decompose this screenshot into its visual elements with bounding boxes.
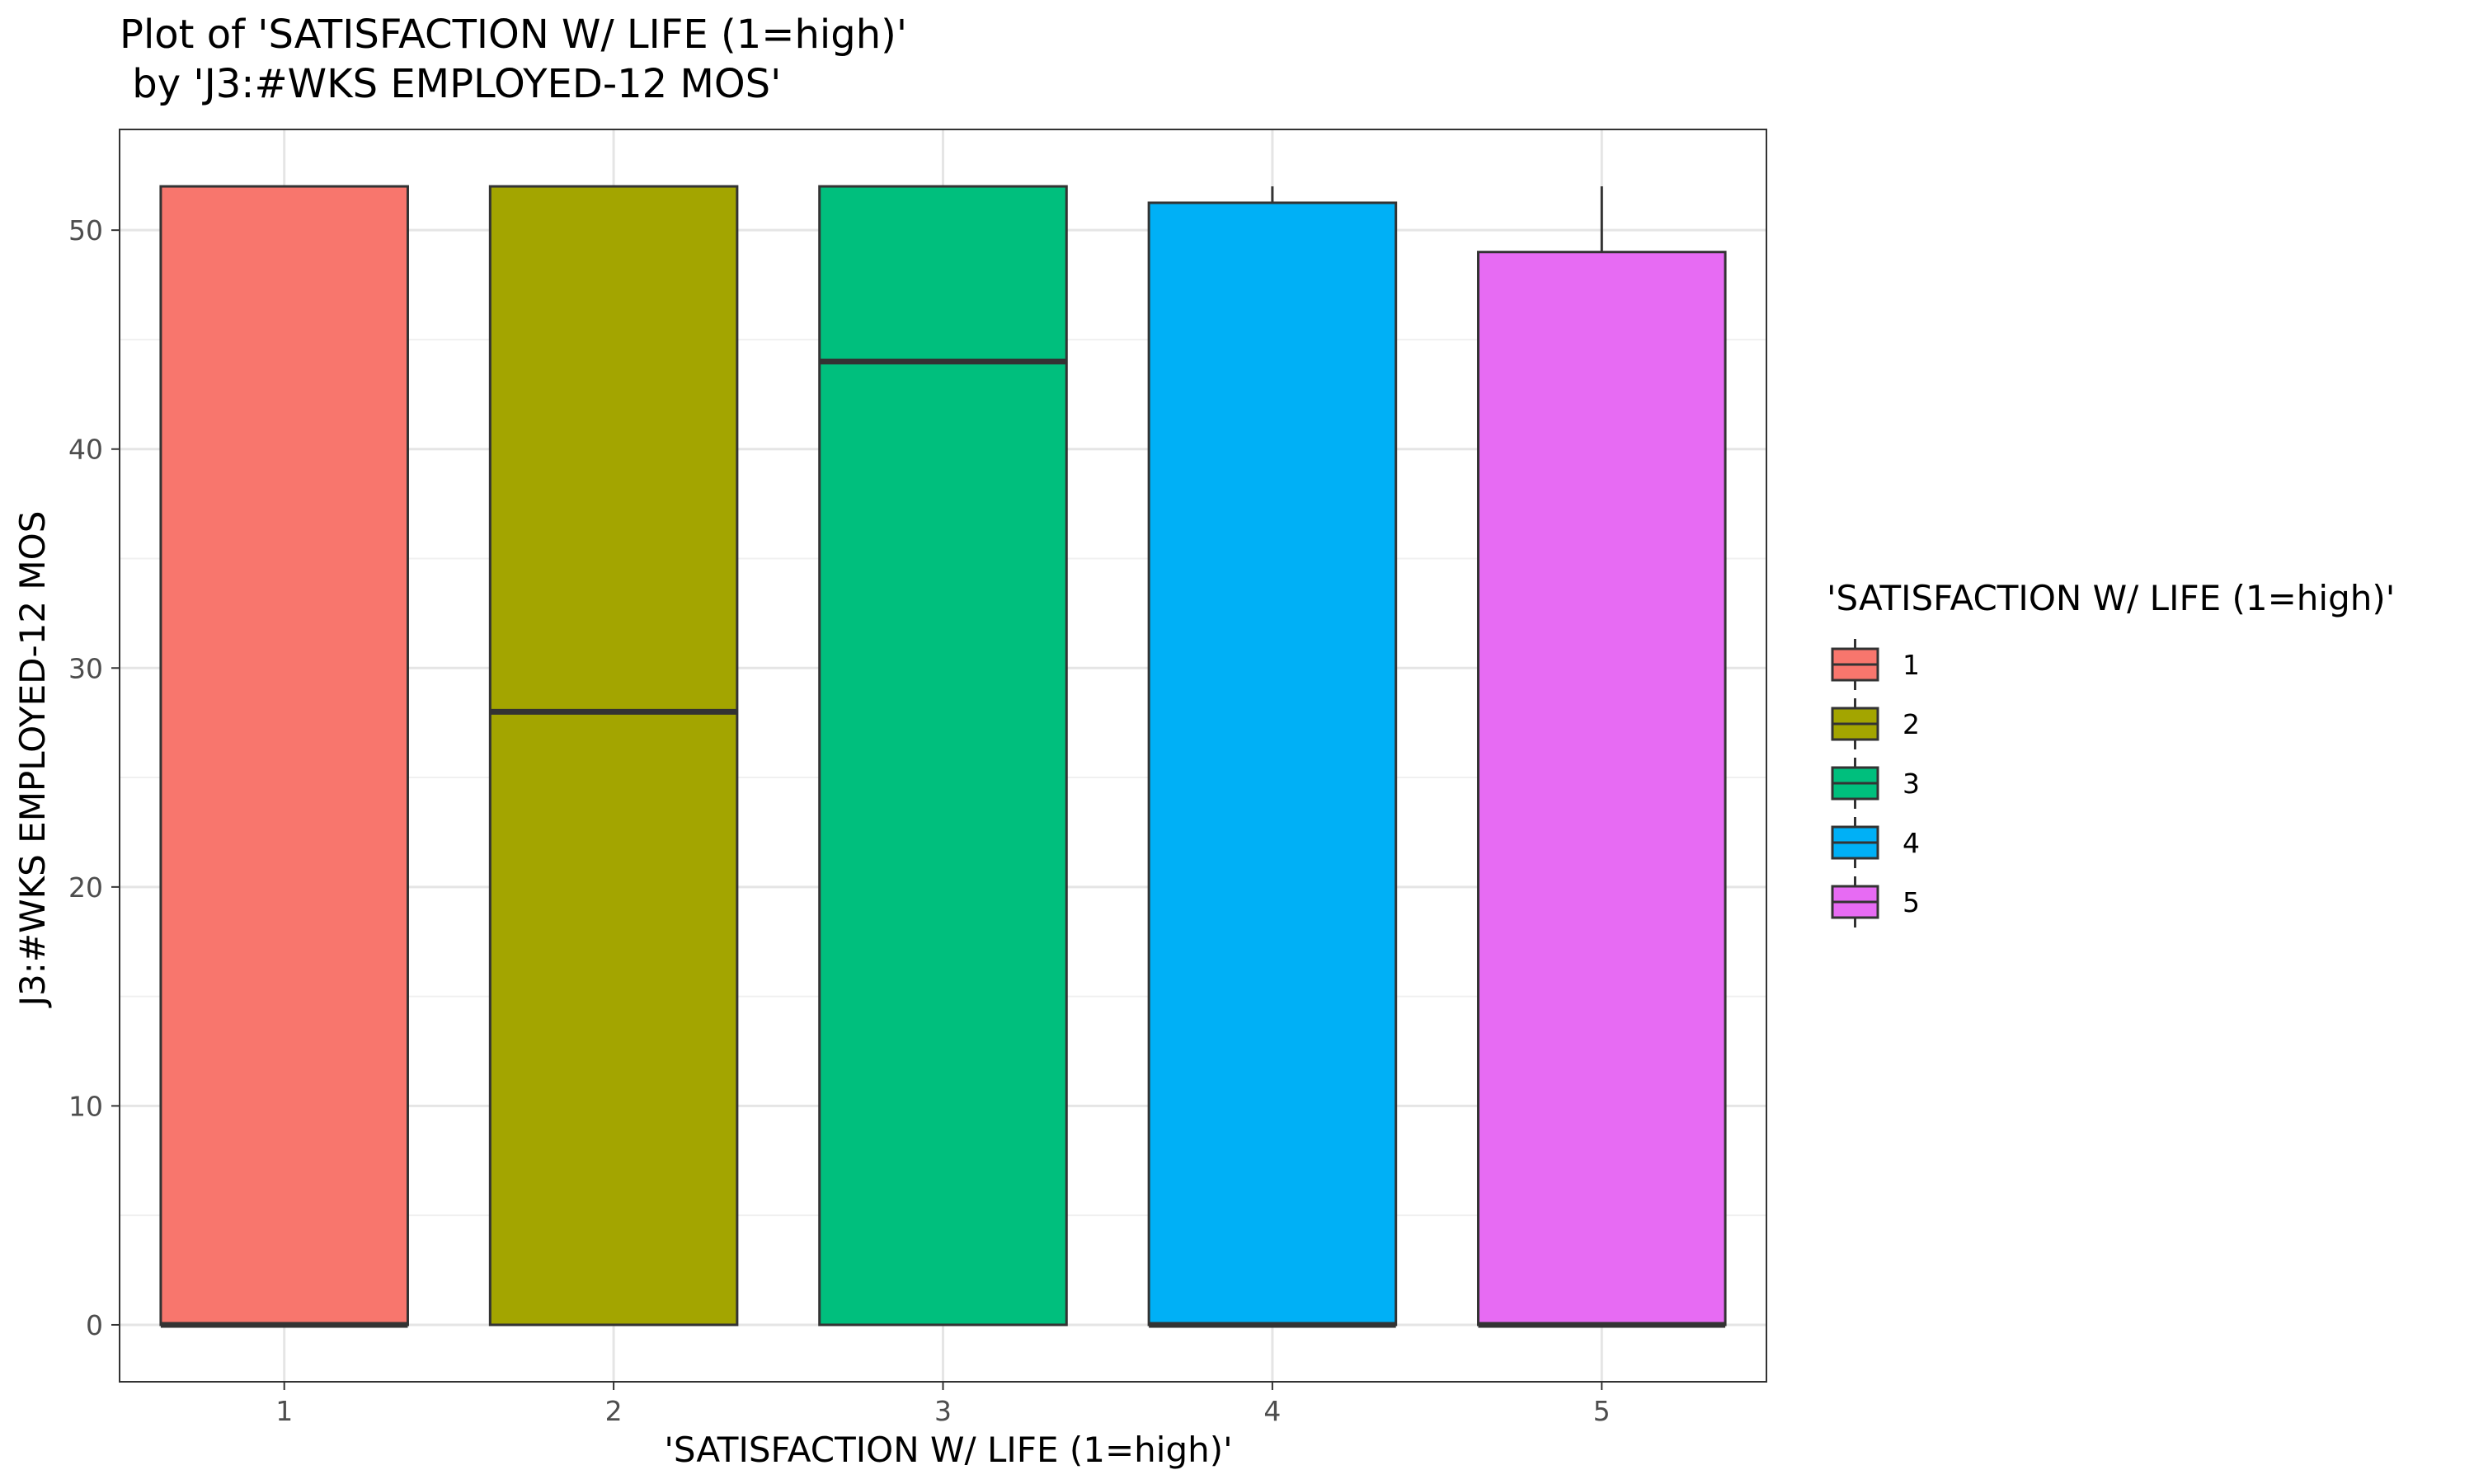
legend-item-5: 5 (1831, 876, 1920, 928)
box-body (1477, 251, 1727, 1327)
y-tick-label: 50 (68, 214, 103, 247)
legend-item-4: 4 (1831, 817, 1920, 868)
legend-label: 2 (1903, 708, 1920, 740)
x-tick-label: 4 (1263, 1395, 1281, 1427)
x-axis-ticks: 1 2 3 4 5 (275, 1382, 1611, 1427)
legend-label: 3 (1903, 768, 1920, 800)
y-tick-label: 20 (68, 871, 103, 904)
legend: 'SATISFACTION W/ LIFE (1=high)' 1 2 3 4 5 (1827, 578, 2395, 928)
box-body (818, 185, 1068, 1327)
legend-item-1: 1 (1831, 639, 1920, 690)
box-body (488, 185, 739, 1327)
legend-item-2: 2 (1831, 698, 1920, 749)
box-2 (488, 185, 739, 1327)
legend-item-3: 3 (1831, 758, 1920, 809)
legend-title: 'SATISFACTION W/ LIFE (1=high)' (1827, 578, 2395, 618)
y-tick-label: 0 (86, 1309, 103, 1341)
box-body (159, 185, 409, 1327)
legend-label: 1 (1903, 649, 1920, 681)
y-axis-ticks: 0 10 20 30 40 50 (68, 214, 120, 1341)
chart-title-line-1: Plot of 'SATISFACTION W/ LIFE (1=high)' (120, 12, 907, 58)
y-axis-title: J3:#WKS EMPLOYED-12 MOS (12, 511, 53, 1009)
chart-title-line-2: by 'J3:#WKS EMPLOYED-12 MOS' (120, 61, 781, 107)
legend-label: 4 (1903, 827, 1920, 859)
y-tick-label: 30 (68, 652, 103, 684)
x-tick-label: 5 (1593, 1395, 1611, 1427)
x-tick-label: 3 (934, 1395, 952, 1427)
y-tick-label: 10 (68, 1090, 103, 1122)
box-3 (818, 185, 1068, 1327)
boxes-layer (159, 185, 1727, 1328)
box-body (1147, 201, 1398, 1327)
box-4 (1147, 186, 1398, 1328)
box-1 (159, 185, 409, 1328)
legend-label: 5 (1903, 886, 1920, 918)
x-tick-label: 1 (275, 1395, 293, 1427)
y-tick-label: 40 (68, 434, 103, 466)
box-5 (1477, 186, 1727, 1328)
x-axis-title: 'SATISFACTION W/ LIFE (1=high)' (664, 1430, 1232, 1470)
x-tick-label: 2 (605, 1395, 623, 1427)
